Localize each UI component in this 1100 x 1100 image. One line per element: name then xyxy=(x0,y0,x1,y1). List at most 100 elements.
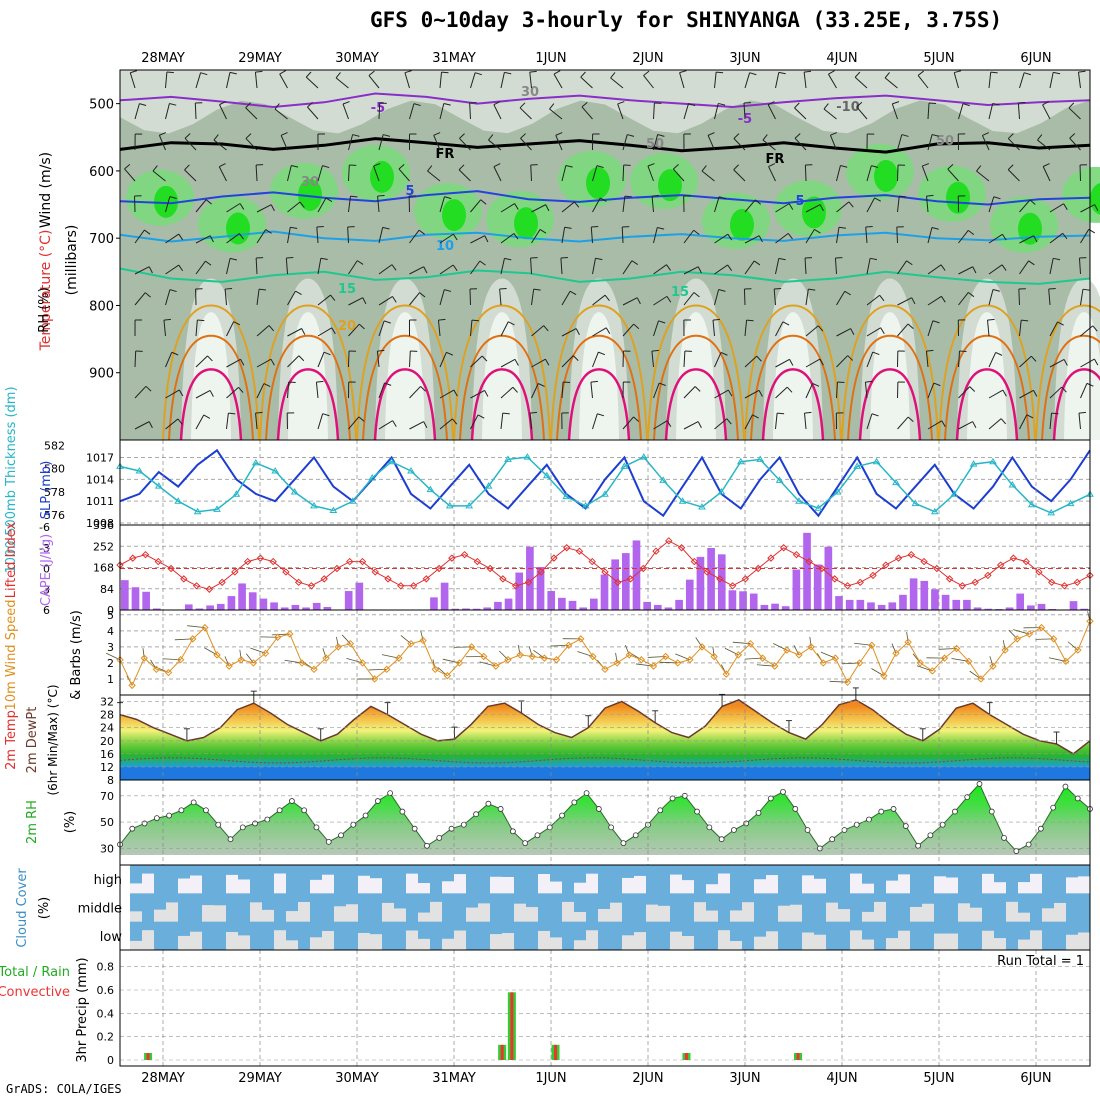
wind-barb xyxy=(500,413,504,430)
wind-barb-flag xyxy=(438,318,446,321)
isotherm-30-loop xyxy=(858,368,922,441)
isotherm-30-loop xyxy=(1052,368,1100,441)
wind-barb xyxy=(549,108,563,120)
lifted-index-point xyxy=(537,568,545,576)
rh-saturated-region xyxy=(1090,183,1100,215)
rh-point xyxy=(522,840,529,847)
lifted-index-point xyxy=(779,544,788,552)
wind-tick-label: 3 xyxy=(107,641,114,654)
top-date-label: 29MAY xyxy=(238,51,282,66)
lifted-index-point xyxy=(984,571,992,580)
wind-barb xyxy=(854,76,868,89)
wind-barb xyxy=(866,165,872,182)
wind-barb-flag xyxy=(316,226,324,228)
wind-barb xyxy=(529,413,532,430)
cloud-clear-block xyxy=(814,934,826,950)
wind-barb-flag xyxy=(633,416,640,422)
rh-point xyxy=(731,827,737,833)
thickness-point xyxy=(426,485,435,493)
bottom-date-label: 1JUN xyxy=(535,1071,566,1086)
wind-barb-flag xyxy=(481,355,488,362)
cloud-clear-block xyxy=(646,904,658,922)
cape-bar xyxy=(248,592,257,610)
wind-barb xyxy=(714,103,719,120)
cloud-clear-block xyxy=(454,874,466,894)
wind-barb xyxy=(213,139,227,151)
wind-barb xyxy=(866,413,873,430)
wind-barb xyxy=(378,102,381,120)
thickness-point xyxy=(290,487,299,495)
wind-barb-flag xyxy=(418,229,425,235)
lifted-index-point xyxy=(1009,554,1018,562)
cape-bar xyxy=(494,601,502,610)
wind-barb-flag xyxy=(1033,390,1038,397)
rh-point xyxy=(288,798,295,804)
wind-barb xyxy=(459,138,471,151)
thickness-tick-label: 580 xyxy=(44,463,65,476)
wind-barb xyxy=(378,296,393,306)
wind-barb-flag xyxy=(130,70,138,74)
wind-barb xyxy=(683,386,696,399)
isotherm-30-loop xyxy=(276,368,340,441)
wind10-barb xyxy=(336,636,339,647)
top-date-label: 30MAY xyxy=(335,51,379,66)
cape-bar xyxy=(803,532,811,610)
rh-point xyxy=(1001,834,1007,841)
wind-barb xyxy=(775,72,780,89)
rh-dry-lobe-core xyxy=(676,312,716,440)
wind-barb xyxy=(1049,321,1058,337)
rh-point xyxy=(1013,848,1020,854)
thickness-point xyxy=(407,467,415,474)
wind-barb xyxy=(165,72,168,89)
wind-barb xyxy=(195,320,198,337)
cape-bar xyxy=(536,566,545,610)
wind-barb-flag xyxy=(580,71,586,78)
wind-barb xyxy=(245,107,258,120)
cloud-clear-block xyxy=(766,931,778,950)
wind-barb-flag xyxy=(727,264,733,271)
lifted-tick-label: 0 xyxy=(43,563,50,576)
wind-barb-flag xyxy=(444,196,452,200)
wind10-point xyxy=(625,651,633,659)
wind-barb-flag xyxy=(529,411,538,414)
rh-point xyxy=(276,807,283,814)
lifted-tick-label: -6 xyxy=(39,521,50,534)
wind-barb-flag xyxy=(788,203,794,210)
cloud-clear-block xyxy=(1066,877,1078,894)
cloud-clear-block xyxy=(166,902,178,922)
wind10-point xyxy=(916,659,924,667)
wind-barb-flag xyxy=(441,71,449,74)
wind-barb-flag xyxy=(633,323,640,330)
wind-barb-flag xyxy=(778,257,786,261)
wind-barb-flag xyxy=(794,102,800,109)
precip-convective-bar xyxy=(146,1053,150,1060)
wind-barb-flag xyxy=(756,355,762,362)
wind-barb xyxy=(255,164,258,182)
wind10-point xyxy=(1037,623,1046,632)
cloud-level-label: middle xyxy=(78,902,122,917)
wind-barb xyxy=(409,350,411,368)
wind-barb-flag xyxy=(968,291,975,298)
wind-barb-flag xyxy=(1024,72,1032,76)
wind-barb xyxy=(555,135,563,151)
cloud-clear-block xyxy=(130,911,142,922)
wind-barb xyxy=(378,227,384,244)
cloud-clear-block xyxy=(1018,939,1030,950)
wind-barb xyxy=(897,323,909,337)
wind10-point xyxy=(965,657,973,666)
wind-barb xyxy=(621,226,624,244)
wind-barb xyxy=(256,289,260,306)
wind-barb-flag xyxy=(316,380,324,383)
wind-barb-flag xyxy=(529,70,537,73)
temp-axis-label: 2m Temp xyxy=(4,710,19,770)
rh-point xyxy=(1037,825,1044,832)
contour-label: -10 xyxy=(836,100,860,115)
wind-barb xyxy=(1078,413,1081,430)
wind-barb-flag xyxy=(865,225,873,228)
cloud-clear-block xyxy=(274,930,286,950)
wind-barb xyxy=(1049,386,1063,399)
lifted-index-point xyxy=(409,582,418,590)
wind10-point xyxy=(613,659,621,667)
wind-barb xyxy=(775,232,789,244)
wind-barb-flag xyxy=(1078,70,1086,73)
